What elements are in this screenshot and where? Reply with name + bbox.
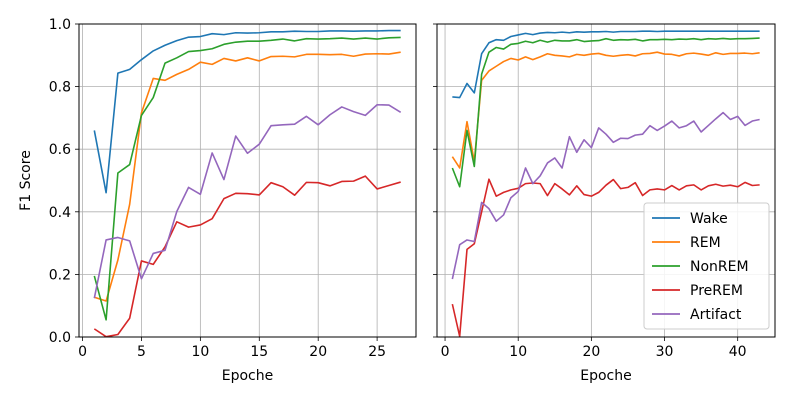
left-x-tick-label: 15 — [250, 344, 268, 360]
legend-label-nonrem: NonREM — [690, 259, 749, 275]
right-x-axis-label: Epoche — [580, 368, 631, 384]
right-series-line-artifact — [451, 111, 760, 280]
legend-box — [643, 202, 770, 330]
legend: Wake REM NonREM PreREM Artifact — [643, 202, 770, 330]
left-series-line-artifact — [93, 103, 402, 299]
left-x-tick-label: 20 — [309, 344, 327, 360]
legend-label-wake: Wake — [690, 211, 728, 227]
left-series-line-rem — [94, 51, 401, 302]
left-x-tick-label: 0 — [78, 344, 87, 360]
left-series-line-wake — [93, 29, 401, 194]
right-plot: 0 10 20 30 40 Epoche — [433, 23, 776, 384]
left-series-lines — [93, 29, 402, 338]
left-plot: 0 5 10 15 20 25 0.0 0.2 0.4 0.6 0.8 1.0 Epoche F1 S… — [18, 17, 417, 384]
legend-label-prerem: PreREM — [690, 283, 743, 299]
left-gridlines — [79, 23, 416, 338]
right-x-tick-label: 40 — [729, 344, 747, 360]
left-x-axis-label: Epoche — [222, 368, 273, 384]
left-x-tick-label: 10 — [191, 344, 209, 360]
left-y-tick-label: 0.2 — [49, 267, 71, 283]
left-ticks: 0 5 10 15 20 25 0.0 0.2 0.4 0.6 0.8 1.0 — [49, 17, 386, 360]
right-ticks: 0 10 20 30 40 — [433, 23, 747, 360]
left-series-line-prerem — [93, 175, 401, 338]
left-x-tick-label: 5 — [137, 344, 146, 360]
left-y-tick-label: 0.8 — [49, 80, 71, 96]
left-y-tick-label: 0.6 — [49, 142, 71, 158]
left-x-tick-label: 25 — [368, 344, 386, 360]
right-series-line-prerem — [451, 178, 760, 338]
left-y-axis-label: F1 Score — [18, 150, 34, 211]
legend-label-rem: REM — [690, 235, 721, 251]
right-x-tick-label: 10 — [509, 344, 527, 360]
left-y-tick-label: 1.0 — [49, 17, 71, 33]
left-y-tick-label: 0.4 — [49, 205, 71, 221]
right-series-line-rem — [451, 51, 760, 169]
right-plot-frame — [436, 23, 776, 338]
left-series-line-nonrem — [93, 36, 401, 321]
left-plot-frame — [78, 23, 417, 338]
right-x-tick-label: 0 — [441, 344, 450, 360]
right-series-line-nonrem — [451, 37, 760, 188]
right-series-lines — [451, 30, 760, 338]
right-x-tick-label: 20 — [582, 344, 600, 360]
left-y-tick-label: 0.0 — [49, 330, 71, 346]
right-series-line-wake — [452, 30, 760, 99]
legend-label-artifact: Artifact — [690, 307, 742, 323]
right-x-tick-label: 30 — [656, 344, 674, 360]
